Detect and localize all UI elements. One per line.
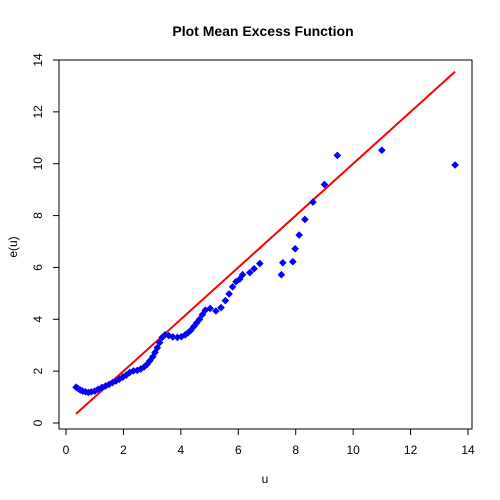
data-point bbox=[143, 360, 151, 369]
data-point bbox=[187, 326, 195, 334]
data-point bbox=[232, 277, 240, 286]
y-tick-label: 12 bbox=[31, 105, 45, 119]
data-point bbox=[256, 259, 264, 268]
data-point bbox=[451, 161, 459, 169]
y-axis-label: e(u) bbox=[6, 236, 20, 257]
y-tick-label: 0 bbox=[31, 419, 45, 426]
data-point bbox=[245, 268, 254, 277]
data-point bbox=[278, 258, 287, 267]
data-point bbox=[295, 231, 303, 239]
data-point bbox=[289, 257, 297, 266]
data-point bbox=[333, 151, 342, 160]
chart-title: Plot Mean Excess Function bbox=[172, 23, 353, 39]
x-tick-label: 6 bbox=[235, 443, 242, 457]
x-axis-label: u bbox=[262, 472, 269, 486]
x-axis: 0 2 4 6 8 10 12 14 bbox=[63, 428, 475, 457]
data-point bbox=[122, 371, 131, 379]
data-point bbox=[277, 270, 286, 279]
x-tick-label: 0 bbox=[63, 443, 70, 457]
y-tick-label: 8 bbox=[31, 212, 45, 219]
data-point bbox=[301, 215, 309, 224]
x-tick-label: 4 bbox=[178, 443, 185, 457]
data-point bbox=[250, 264, 258, 273]
data-point bbox=[378, 146, 386, 155]
y-tick-label: 4 bbox=[31, 316, 45, 323]
x-tick-label: 2 bbox=[120, 443, 127, 457]
data-point bbox=[125, 368, 134, 377]
data-points bbox=[72, 146, 459, 397]
data-point bbox=[221, 296, 230, 305]
data-point bbox=[291, 244, 299, 253]
y-tick-label: 14 bbox=[31, 53, 45, 67]
y-tick-label: 10 bbox=[31, 157, 45, 171]
data-point bbox=[235, 275, 244, 283]
data-point bbox=[195, 315, 204, 324]
reference-line bbox=[75, 70, 456, 415]
y-axis: 0 2 4 6 8 10 12 14 bbox=[31, 53, 60, 426]
data-point bbox=[184, 328, 192, 337]
data-point bbox=[212, 307, 220, 315]
data-point bbox=[181, 331, 189, 339]
data-point bbox=[115, 375, 124, 383]
data-point bbox=[169, 333, 177, 341]
data-point bbox=[201, 306, 210, 315]
y-tick-label: 2 bbox=[31, 367, 45, 374]
data-point bbox=[238, 270, 247, 279]
data-point bbox=[146, 356, 154, 365]
data-point bbox=[155, 338, 164, 347]
x-tick-label: 8 bbox=[292, 443, 299, 457]
data-point bbox=[206, 304, 214, 313]
y-tick-label: 6 bbox=[31, 264, 45, 271]
data-point bbox=[158, 333, 166, 342]
data-point bbox=[140, 363, 148, 371]
x-tick-label: 12 bbox=[404, 443, 418, 457]
data-point bbox=[192, 319, 201, 327]
data-point bbox=[309, 198, 317, 206]
x-tick-label: 10 bbox=[346, 443, 360, 457]
data-point bbox=[189, 322, 198, 331]
data-point bbox=[101, 382, 110, 390]
x-tick-label: 14 bbox=[461, 443, 475, 457]
data-point bbox=[320, 180, 329, 189]
data-point bbox=[173, 333, 182, 342]
data-point bbox=[161, 331, 169, 339]
data-point bbox=[228, 283, 237, 291]
data-point bbox=[129, 367, 138, 375]
data-point bbox=[225, 290, 233, 298]
data-point bbox=[112, 377, 120, 385]
data-point bbox=[177, 332, 186, 341]
data-point bbox=[217, 303, 225, 312]
